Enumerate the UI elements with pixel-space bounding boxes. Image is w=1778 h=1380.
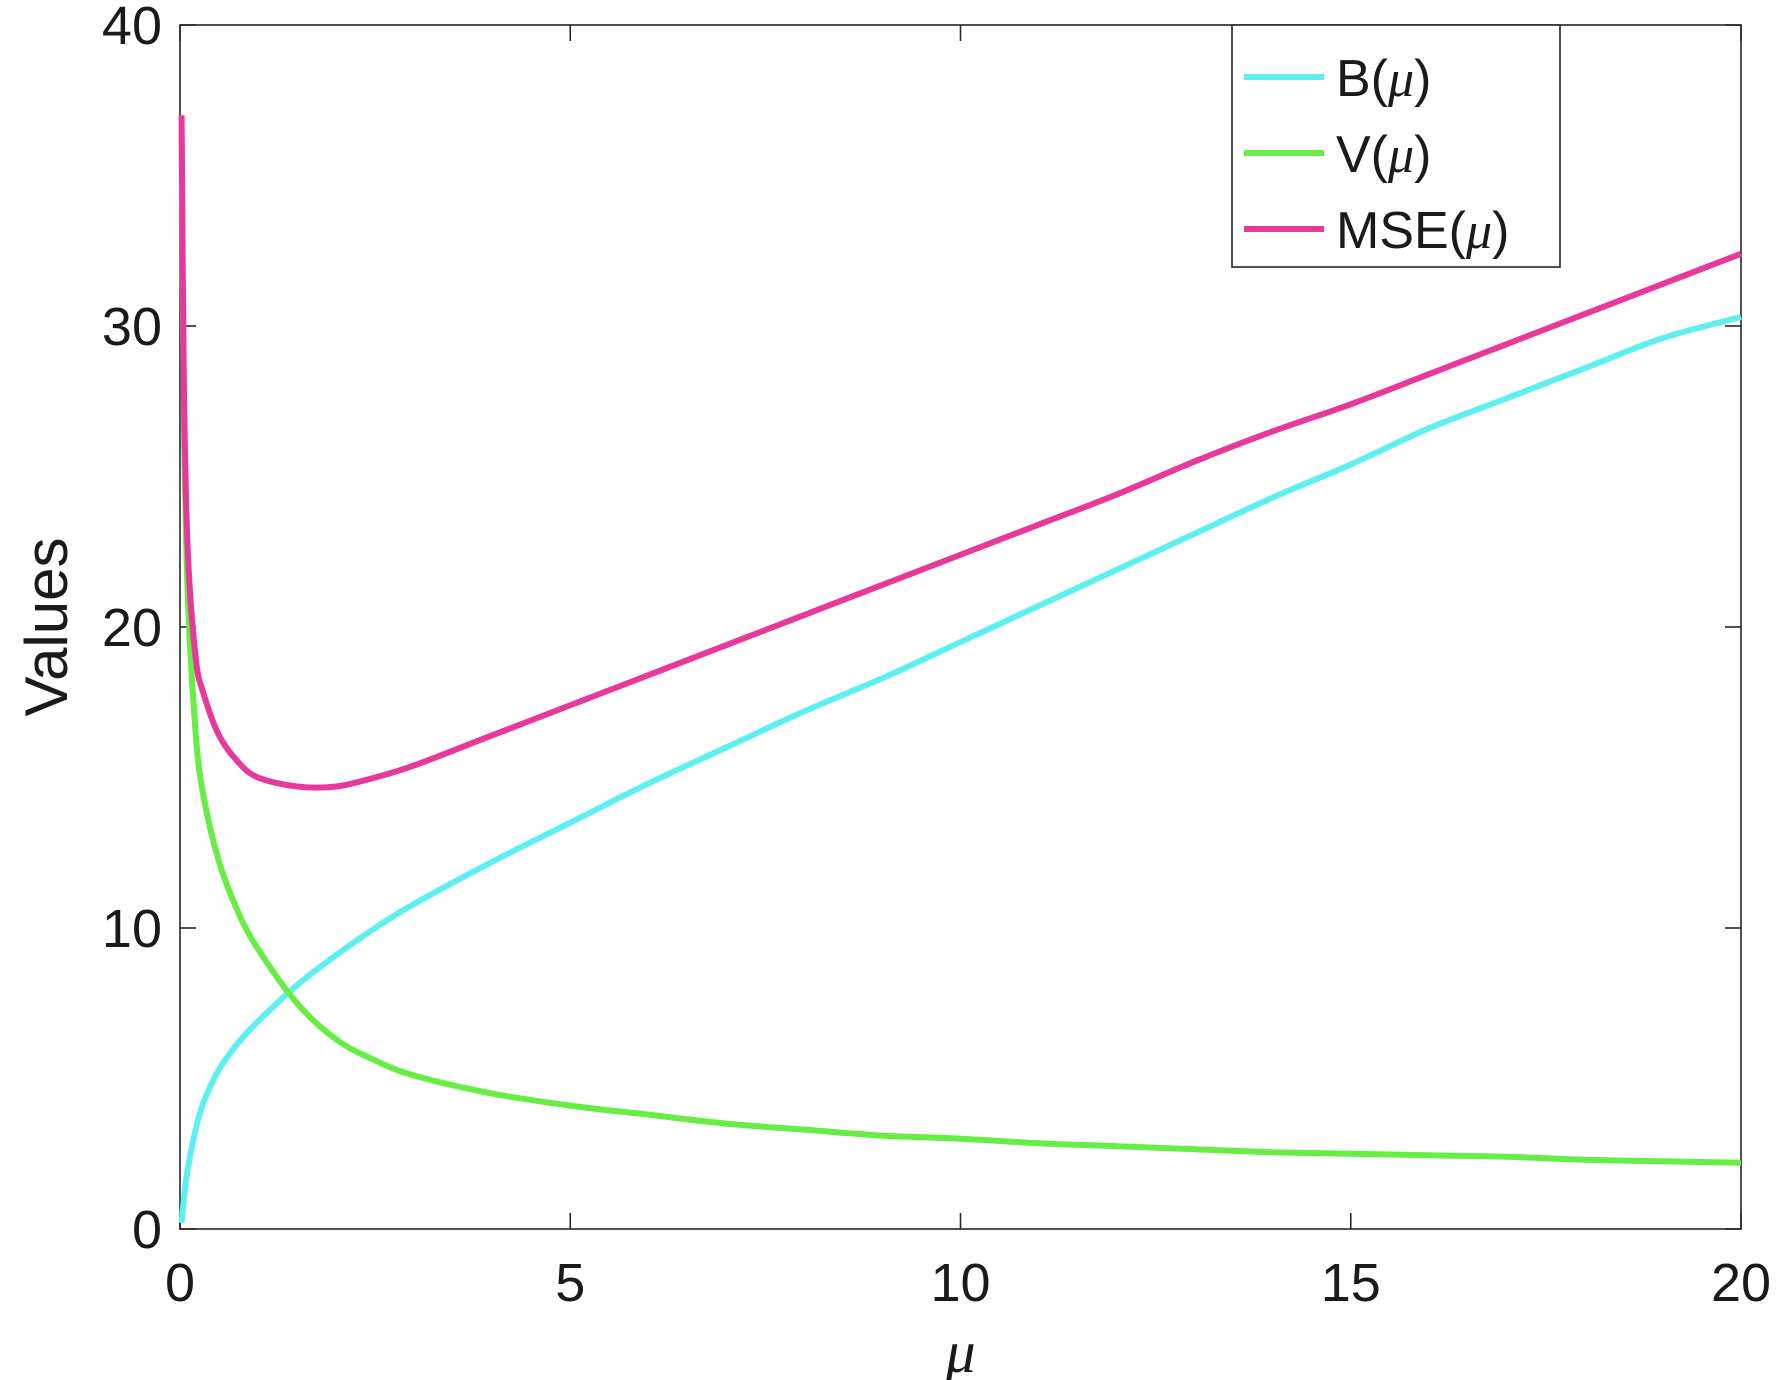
series-lines bbox=[178, 115, 1743, 1224]
y-axis-label: Values bbox=[13, 537, 80, 716]
x-axis-label: μ bbox=[944, 1319, 975, 1380]
y-tick-labels: 0 10 20 30 40 bbox=[102, 0, 162, 1260]
legend-label-mse: MSE(μ) bbox=[1336, 202, 1509, 260]
x-tick-label: 0 bbox=[165, 1253, 195, 1313]
y-tick-label: 30 bbox=[102, 297, 162, 357]
y-tick-label: 10 bbox=[102, 899, 162, 959]
y-tick-label: 40 bbox=[102, 0, 162, 56]
x-tick-label: 5 bbox=[555, 1253, 585, 1313]
x-tick-label: 15 bbox=[1321, 1253, 1381, 1313]
y-tick-label: 0 bbox=[132, 1200, 162, 1260]
series-line-b bbox=[178, 314, 1742, 1224]
legend-label-v: V(μ) bbox=[1336, 126, 1431, 184]
legend: B(μ) V(μ) MSE(μ) bbox=[1231, 24, 1561, 268]
x-tick-labels: 0 5 10 15 20 bbox=[165, 1253, 1771, 1313]
x-tick-label: 20 bbox=[1711, 1253, 1771, 1313]
legend-label-b: B(μ) bbox=[1336, 50, 1431, 108]
y-tick-label: 20 bbox=[102, 598, 162, 658]
x-tick-label: 10 bbox=[930, 1253, 990, 1313]
series-line-v bbox=[178, 130, 1742, 1166]
series-line-mse bbox=[178, 115, 1743, 791]
